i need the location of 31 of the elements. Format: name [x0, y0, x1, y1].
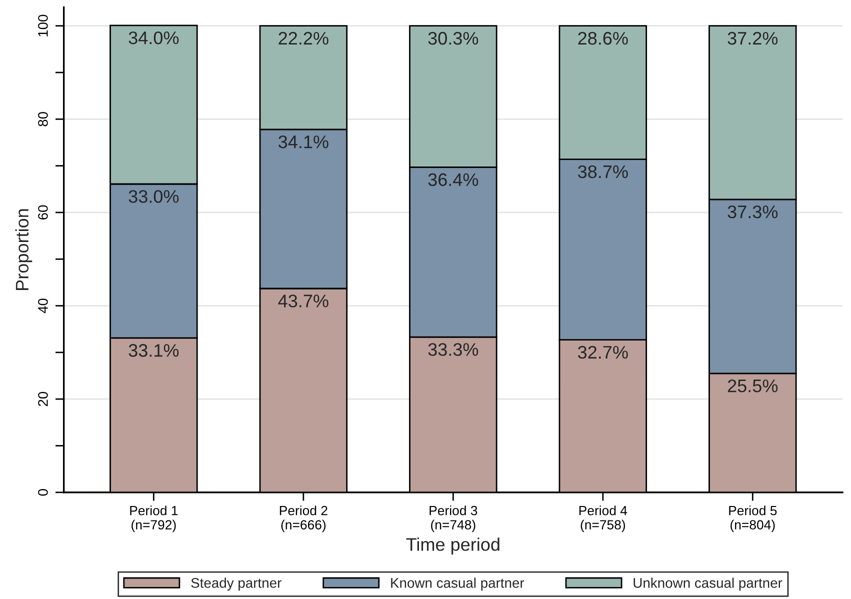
data-label: 33.0% [128, 190, 179, 203]
data-label: 22.2% [278, 32, 328, 45]
y-tick-label: 100 [38, 14, 48, 36]
data-label: 28.6% [578, 32, 628, 45]
y-tick-label: 0 [38, 489, 48, 496]
data-label: 37.3% [728, 205, 778, 218]
x-tick-label: Period 5 (n=804) [729, 506, 777, 532]
data-label: 38.7% [578, 165, 628, 178]
y-axis-title: Proportion [15, 209, 32, 290]
data-label: 37.2% [728, 32, 778, 45]
data-label: 25.5% [728, 379, 778, 392]
legend-label: Unknown casual partner [634, 578, 782, 591]
data-label: 32.7% [578, 346, 628, 359]
data-label: 30.3% [428, 32, 478, 45]
x-tick-label: Period 4 (n=758) [579, 506, 628, 532]
x-tick-label: Period 1 (n=792) [130, 506, 178, 532]
x-tick-label: Period 2 (n=666) [280, 506, 328, 532]
data-label: 34.1% [278, 135, 328, 148]
y-tick-label: 40 [38, 298, 48, 314]
x-axis-title: Time period [406, 538, 500, 554]
data-label: 34.0% [128, 31, 179, 44]
y-tick-label: 80 [38, 112, 48, 126]
data-label: 33.3% [428, 343, 478, 356]
data-label: 33.1% [128, 344, 179, 357]
data-label: 43.7% [278, 294, 328, 308]
data-label: 36.4% [428, 173, 478, 186]
y-tick-label: 20 [38, 392, 48, 406]
legend-label: Known casual partner [391, 578, 524, 591]
x-tick-label: Period 3 (n=748) [430, 506, 478, 532]
y-tick-label: 60 [38, 205, 48, 220]
legend-label: Steady partner [191, 578, 282, 591]
